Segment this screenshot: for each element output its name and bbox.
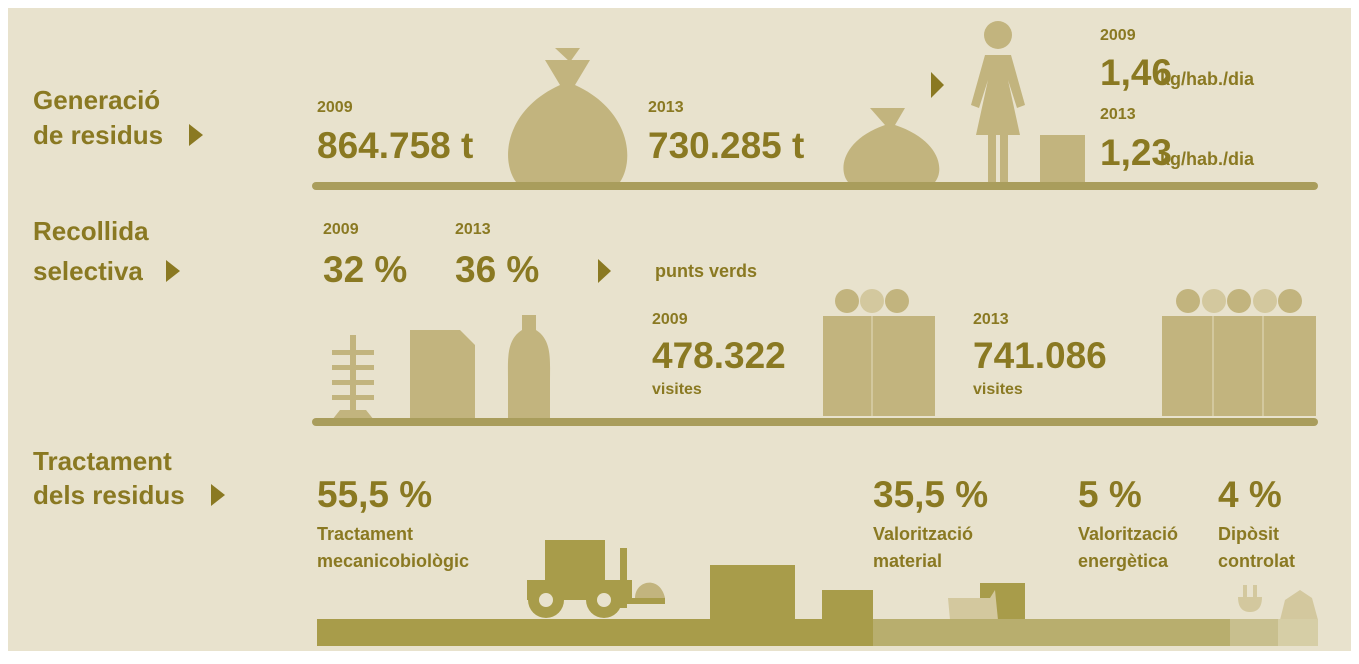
unit: visites — [973, 381, 1023, 398]
plant-icon — [822, 590, 873, 620]
unit: kg/hab./dia — [1160, 149, 1255, 169]
unit: kg/hab./dia — [1160, 69, 1255, 89]
section-label: Generació — [33, 85, 160, 115]
year: 2009 — [1100, 27, 1136, 44]
year: 2013 — [455, 221, 491, 238]
year: 2013 — [973, 311, 1009, 328]
section-label: dels residus — [33, 480, 185, 510]
item-label: Valorització — [873, 524, 973, 544]
subtitle: punts verds — [655, 261, 757, 281]
value: 730.285 t — [648, 125, 804, 166]
value: 4 % — [1218, 474, 1282, 515]
segment — [317, 619, 873, 646]
section-label: Tractament — [33, 446, 172, 476]
section-label: de residus — [33, 120, 163, 150]
segment — [1230, 619, 1278, 646]
item-label: energètica — [1078, 551, 1169, 571]
document-icon — [410, 330, 475, 418]
value: 741.086 — [973, 335, 1107, 376]
item-label: mecanicobiològic — [317, 551, 469, 571]
segment — [1278, 619, 1318, 646]
bin-icon — [1040, 135, 1085, 183]
people-icon — [1162, 289, 1316, 416]
year: 2009 — [323, 221, 359, 238]
item-label: Dipòsit — [1218, 524, 1279, 544]
year: 2009 — [317, 99, 353, 116]
infographic: Generació de residus 2009 864.758 t 2013… — [0, 0, 1359, 659]
value: 5 % — [1078, 474, 1142, 515]
item-label: material — [873, 551, 942, 571]
value: 864.758 t — [317, 125, 473, 166]
segment — [873, 619, 1230, 646]
value: 55,5 % — [317, 474, 432, 515]
value: 32 % — [323, 249, 407, 290]
section-label: selectiva — [33, 256, 143, 286]
value: 478.322 — [652, 335, 786, 376]
year: 2013 — [1100, 106, 1136, 123]
value: 36 % — [455, 249, 539, 290]
year: 2013 — [648, 99, 684, 116]
item-label: controlat — [1218, 551, 1295, 571]
plant-icon — [710, 565, 795, 620]
item-label: Valorització — [1078, 524, 1178, 544]
year: 2009 — [652, 311, 688, 328]
value: 35,5 % — [873, 474, 988, 515]
item-label: Tractament — [317, 524, 413, 544]
unit: visites — [652, 381, 702, 398]
section-label: Recollida — [33, 216, 149, 246]
